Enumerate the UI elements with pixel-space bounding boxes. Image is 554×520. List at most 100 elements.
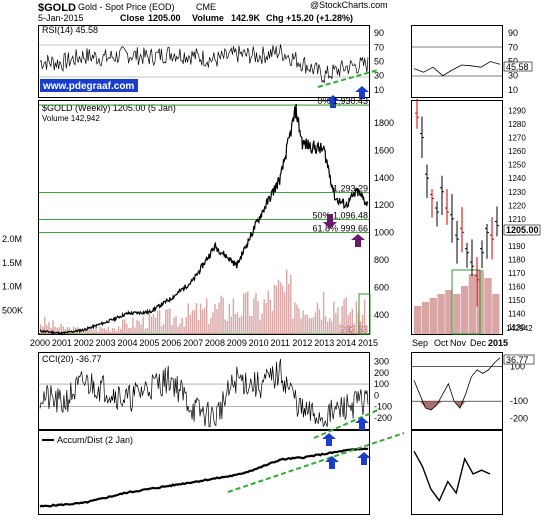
- volume-bar: [351, 308, 353, 334]
- volume-bar: [296, 304, 298, 334]
- volume-bar: [70, 332, 73, 334]
- volume-bar: [146, 328, 148, 334]
- daily-month-tick: 2015: [488, 338, 508, 348]
- price-daily-tick: 1240: [508, 174, 526, 183]
- price-weekly-tick: 800: [374, 255, 389, 265]
- volume-bar: [314, 312, 317, 334]
- daily-volume-bar: [484, 278, 492, 334]
- daily-volume-bar: [437, 294, 445, 334]
- volume-bar: [298, 308, 300, 334]
- volume-bar: [189, 314, 192, 334]
- price-weekly-tick: 400: [374, 310, 389, 320]
- rsi-weekly-frame: [38, 25, 370, 98]
- volume-bar: [232, 298, 235, 334]
- volume-bar: [228, 303, 230, 334]
- volume-bar: [333, 301, 335, 334]
- volume-bar: [66, 327, 69, 334]
- price-daily-tick: 1160: [508, 283, 526, 292]
- cci-weekly-title: CCI(20) -36.77: [42, 354, 102, 364]
- volume-bar: [249, 315, 251, 334]
- volume-bar: [316, 302, 319, 334]
- volume-bar: [240, 315, 243, 334]
- volume-bar: [68, 327, 71, 334]
- volume-bar: [236, 312, 239, 334]
- accum-dist-daily-line: [413, 450, 491, 502]
- volume-bar: [269, 299, 271, 334]
- volume-bar: [251, 315, 253, 334]
- recent-volume-highlight: [358, 293, 371, 335]
- price-daily-tick: 1210: [508, 215, 526, 224]
- daily-volume-bar: [468, 274, 477, 334]
- fib-label: 50% 1,096.48: [312, 210, 368, 220]
- ad-blue-arrow-1: [325, 456, 339, 469]
- volume-bar: [259, 319, 261, 334]
- volume-bar: [93, 330, 95, 334]
- volume-bar: [335, 313, 337, 334]
- daily-x-axis: Sep Oct Nov Dec 2015: [412, 338, 508, 348]
- watermark-box: [40, 79, 138, 92]
- volume-bar: [130, 327, 132, 334]
- volume-bar: [210, 317, 212, 334]
- year-tick: 2006: [161, 338, 181, 348]
- volume-bar: [257, 301, 259, 334]
- daily-volume-highlight: [451, 269, 481, 335]
- volume-bar: [119, 328, 122, 334]
- price-daily-tick: 1270: [508, 134, 526, 143]
- volume-bar: [134, 327, 136, 334]
- volume-bar: [329, 317, 331, 334]
- volume-bar: [318, 309, 321, 334]
- rsi-daily-tick: 70: [508, 42, 518, 52]
- rsi-daily-value: 45.58: [506, 62, 529, 72]
- rsi-daily-frame: [411, 25, 503, 98]
- rsi-weekly-tick: 70: [374, 42, 384, 52]
- rsi-weekly-panel: RSI(14) 45.58 10 30 50 70 90 www.pdegraaf.co…: [39, 25, 384, 108]
- volume-bar: [230, 316, 233, 334]
- volume-bar: [156, 310, 159, 334]
- price-daily-tick: 1260: [508, 147, 526, 156]
- close-value: 1205.00: [148, 13, 181, 23]
- volume-bar: [206, 298, 208, 334]
- volume-bar: [191, 310, 194, 334]
- volume-bar: [253, 298, 255, 334]
- volume-bar: [242, 293, 245, 334]
- weekly-x-axis: 2000 2001 2002 2003 2004 2005 2006 2007 2008 2009…: [30, 338, 378, 348]
- volume-bar: [290, 275, 292, 334]
- price-weekly-title: $GOLD (Weekly) 1205.00 (5 Jan): [42, 103, 176, 113]
- volume-bar: [324, 316, 327, 334]
- rsi-blue-arrow-1: [326, 95, 340, 108]
- volume-bar: [281, 285, 284, 334]
- rsi-weekly-line: [39, 44, 369, 84]
- cci-weekly-frame: [38, 352, 370, 430]
- price-weekly-tick: 1600: [374, 145, 394, 155]
- volume-bar: [339, 323, 341, 334]
- volume-bar: [62, 326, 64, 334]
- rsi-weekly-title: RSI(14) 45.58: [42, 25, 98, 35]
- volume-bar: [273, 284, 276, 334]
- cci-daily-value: 36.77: [506, 355, 529, 365]
- year-tick: 2000: [30, 338, 50, 348]
- price-purple-arrow-1: [323, 214, 337, 229]
- volume-bar: [160, 326, 163, 334]
- volume-bar: [292, 318, 294, 334]
- year-tick: 2001: [52, 338, 72, 348]
- price-weekly-tick: 600: [374, 282, 389, 292]
- rsi-daily-tick: 10: [508, 85, 518, 95]
- volume-bar: [87, 328, 89, 334]
- rsi-weekly-tick: 50: [374, 57, 384, 67]
- rsi-weekly-tick: 10: [374, 85, 384, 95]
- price-daily-tick: 1170: [508, 269, 526, 278]
- cci-daily-line: [413, 357, 501, 411]
- cci-daily-tick: 100: [510, 361, 525, 371]
- daily-volume-bar: [460, 286, 469, 334]
- volume-bar: [214, 303, 216, 334]
- cci-weekly-tick: -200: [374, 413, 392, 423]
- price-daily-tick: 1180: [508, 255, 526, 264]
- volume-bar: [165, 309, 167, 334]
- accum-dist-daily-panel: [413, 450, 491, 502]
- accum-dist-daily-frame: [411, 430, 503, 515]
- volume-bar: [97, 331, 99, 334]
- volume-bar: [56, 327, 58, 334]
- year-tick: 2015: [358, 338, 378, 348]
- volume-bar: [173, 317, 175, 334]
- price-daily-tick: 1130: [508, 323, 526, 332]
